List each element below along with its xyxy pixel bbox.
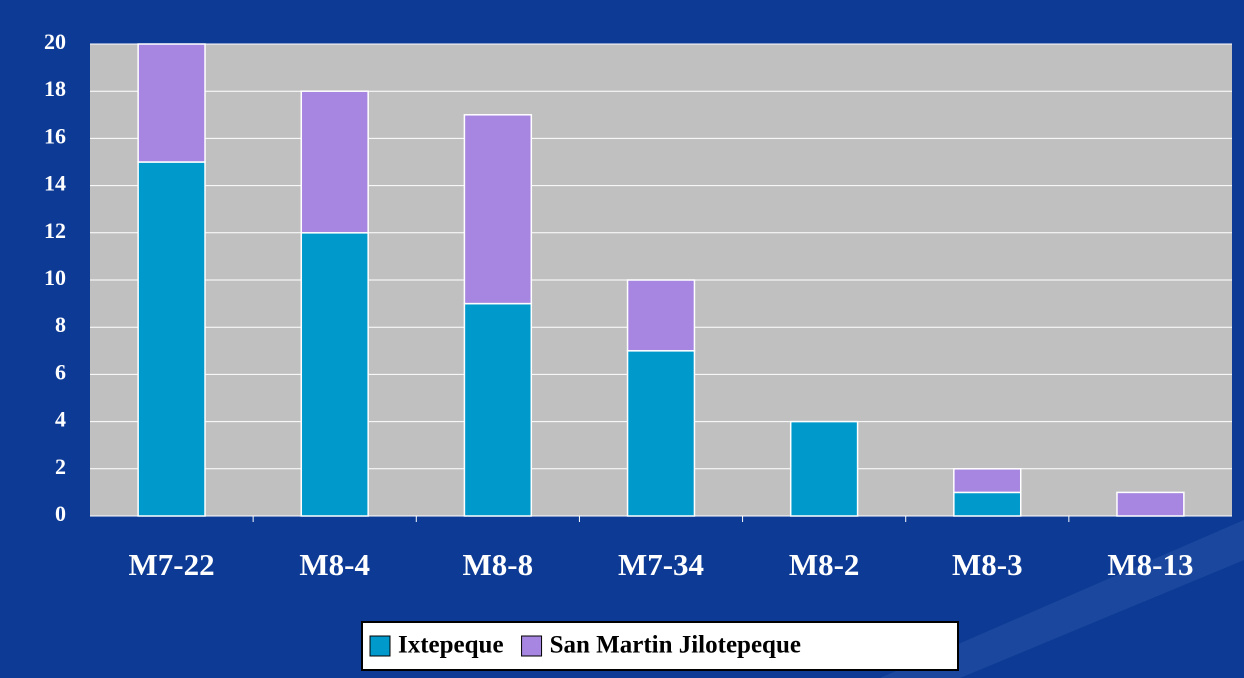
x-tick-label: M8-2 <box>789 547 860 582</box>
bar-segment <box>300 90 369 234</box>
y-tick-label: 2 <box>55 454 66 479</box>
bar-segment <box>137 161 206 517</box>
decoration <box>880 520 1244 678</box>
y-tick-label: 18 <box>44 76 66 101</box>
bar-segment <box>789 420 859 517</box>
bar-segment <box>626 350 696 517</box>
bar-segment <box>463 114 533 305</box>
x-tick-label: M8-13 <box>1107 547 1193 582</box>
bar-segment <box>953 491 1022 517</box>
x-tick-label: M7-34 <box>618 547 704 582</box>
y-tick-label: 16 <box>44 123 66 148</box>
y-tick-label: 6 <box>55 359 66 384</box>
bar-segment <box>1116 491 1185 517</box>
y-tick-label: 4 <box>55 407 66 432</box>
y-tick-label: 14 <box>44 171 66 196</box>
y-tick-label: 20 <box>44 29 66 54</box>
legend-box <box>361 621 959 671</box>
y-tick-label: 8 <box>55 312 66 337</box>
y-tick-label: 12 <box>44 218 66 243</box>
y-tick-label: 0 <box>55 501 66 526</box>
legend-swatch <box>369 635 391 657</box>
y-tick-label: 10 <box>44 265 66 290</box>
bar-segment <box>137 43 206 163</box>
bar-segment <box>953 468 1022 494</box>
x-tick-label: M8-4 <box>299 547 370 582</box>
x-tick-label: M7-22 <box>129 547 215 582</box>
bar-segment <box>463 302 533 517</box>
legend-label: Ixtepeque <box>398 632 504 659</box>
bar-segment <box>626 279 696 352</box>
legend-label: San Martin Jilotepeque <box>550 632 801 659</box>
x-tick-label: M8-3 <box>952 547 1023 582</box>
x-tick-label: M8-8 <box>463 547 534 582</box>
bar-segment <box>300 232 369 517</box>
legend-swatch <box>521 635 543 657</box>
